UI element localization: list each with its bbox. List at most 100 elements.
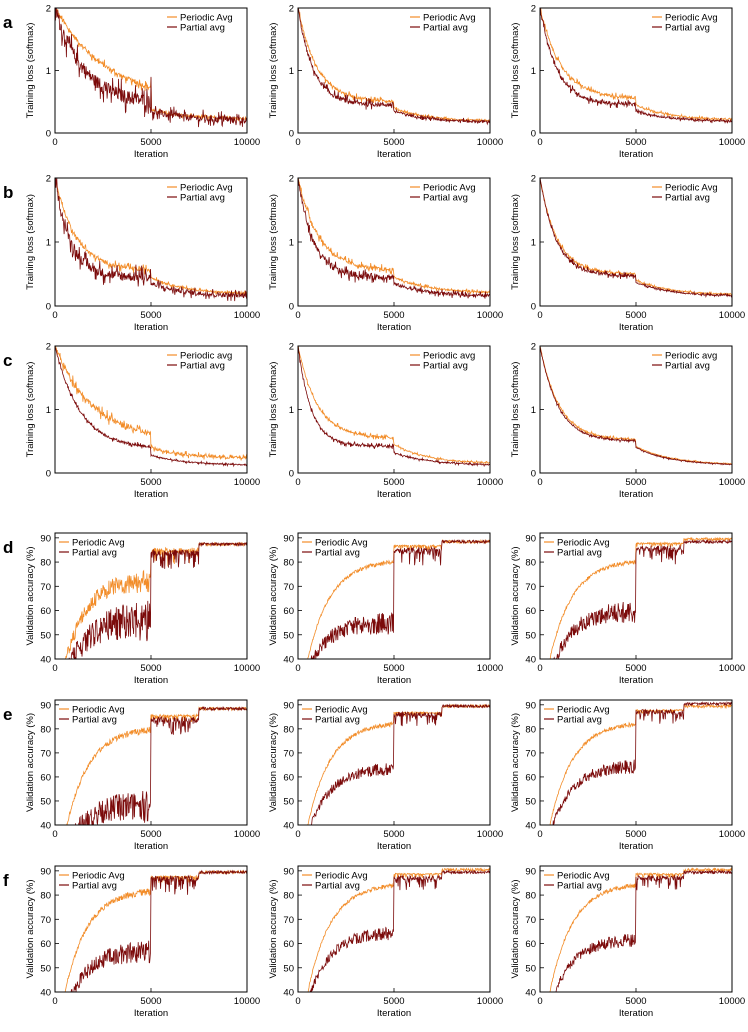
- y-tick-label: 70: [283, 915, 294, 926]
- x-tick-label: 10000: [719, 663, 745, 674]
- y-axis-title: Validation accuracy (%): [268, 546, 279, 645]
- chart-panel: 0 5000 10000 40 50 60 70 80 90 Iteration Validatio…: [510, 699, 745, 852]
- y-tick-label: 80: [283, 891, 294, 902]
- series-line: [298, 8, 490, 124]
- x-tick-label: 10000: [719, 829, 745, 840]
- series-line: [540, 346, 732, 466]
- x-tick-label: 5000: [383, 663, 404, 674]
- legend-label: Periodic Avg: [557, 705, 610, 716]
- legend-label: Periodic Avg: [665, 183, 718, 194]
- x-axis-title: Iteration: [134, 489, 168, 500]
- y-axis-title: Validation accuracy (%): [510, 713, 521, 812]
- x-axis-title: Iteration: [377, 841, 411, 852]
- series-line: [298, 178, 490, 295]
- chart-panel: 0 5000 10000 40 50 60 70 80 90 Iteration Validatio…: [3, 532, 260, 686]
- legend-label: Partial avg: [557, 548, 602, 559]
- x-tick-label: 10000: [234, 829, 260, 840]
- x-tick-label: 5000: [383, 137, 404, 148]
- x-tick-label: 0: [295, 137, 300, 148]
- y-tick-label: 80: [525, 891, 536, 902]
- x-axis-title: Iteration: [377, 1008, 411, 1019]
- y-tick-label: 50: [525, 630, 536, 641]
- y-tick-label: 40: [40, 988, 51, 999]
- legend-label: Partial avg: [557, 715, 602, 726]
- legend-label: Periodic Avg: [72, 705, 125, 716]
- y-tick-label: 40: [40, 655, 51, 666]
- y-tick-label: 70: [40, 748, 51, 759]
- x-axis-title: Iteration: [377, 675, 411, 686]
- y-tick-label: 80: [40, 558, 51, 569]
- x-tick-label: 10000: [234, 996, 260, 1007]
- series-line: [307, 538, 490, 659]
- y-tick-label: 40: [525, 988, 536, 999]
- panel-row-label: d: [3, 538, 13, 557]
- y-tick-label: 0: [531, 129, 536, 140]
- legend-label: Partial avg: [665, 193, 710, 204]
- x-tick-label: 0: [295, 829, 300, 840]
- y-tick-label: 1: [46, 238, 51, 249]
- chart-panel: 0 5000 10000 40 50 60 70 80 90 Iteration Validatio…: [268, 532, 503, 686]
- chart-panel: 0 5000 10000 0 1 2 Iteration Training loss (sof…: [268, 174, 503, 334]
- series-line: [540, 8, 732, 124]
- y-tick-label: 60: [525, 939, 536, 950]
- y-tick-label: 0: [289, 469, 294, 480]
- panel-row-label: f: [3, 871, 9, 890]
- y-tick-label: 2: [289, 174, 294, 185]
- x-tick-label: 10000: [719, 310, 745, 321]
- chart-panel: 0 5000 10000 40 50 60 70 80 90 Iteration Validatio…: [268, 699, 503, 852]
- chart-panel: 0 5000 10000 0 1 2 Iteration Training loss (sof…: [510, 342, 745, 501]
- x-tick-label: 10000: [477, 829, 503, 840]
- series-line: [66, 706, 247, 825]
- x-tick-label: 10000: [477, 996, 503, 1007]
- y-tick-label: 50: [283, 963, 294, 974]
- y-tick-label: 80: [525, 558, 536, 569]
- y-tick-label: 40: [40, 821, 51, 832]
- series-line: [310, 703, 490, 825]
- y-tick-label: 50: [40, 963, 51, 974]
- y-tick-label: 70: [525, 582, 536, 593]
- legend-label: Partial avg: [665, 23, 710, 34]
- y-tick-label: 80: [40, 891, 51, 902]
- y-tick-label: 70: [40, 582, 51, 593]
- x-axis-title: Iteration: [619, 675, 653, 686]
- x-tick-label: 0: [52, 996, 57, 1007]
- series-line: [552, 700, 732, 825]
- y-tick-label: 90: [283, 533, 294, 544]
- y-axis-title: Training loss (softmax): [268, 194, 279, 290]
- panel-row-label: e: [3, 705, 12, 724]
- y-tick-label: 1: [531, 405, 536, 416]
- series-line: [55, 346, 247, 468]
- legend-label: Partial avg: [665, 361, 710, 372]
- series-line: [70, 869, 247, 992]
- legend-label: Partial avg: [423, 23, 468, 34]
- y-tick-label: 80: [283, 558, 294, 569]
- x-tick-label: 0: [537, 477, 542, 488]
- x-tick-label: 5000: [625, 663, 646, 674]
- legend-label: Periodic Avg: [315, 871, 368, 882]
- y-tick-label: 1: [46, 66, 51, 77]
- y-tick-label: 70: [283, 748, 294, 759]
- legend-label: Periodic Avg: [180, 13, 233, 24]
- y-tick-label: 1: [289, 238, 294, 249]
- chart-panel: 0 5000 10000 0 1 2 Iteration Training loss (sof…: [510, 174, 745, 334]
- y-tick-label: 0: [289, 129, 294, 140]
- legend-label: Partial avg: [315, 715, 360, 726]
- legend-label: Periodic Avg: [72, 871, 125, 882]
- y-tick-label: 80: [283, 724, 294, 735]
- legend-label: Partial avg: [72, 548, 117, 559]
- x-axis-title: Iteration: [619, 149, 653, 160]
- y-axis-title: Training loss (softmax): [25, 194, 36, 290]
- series-line: [310, 538, 490, 659]
- y-tick-label: 90: [40, 533, 51, 544]
- y-tick-label: 80: [525, 724, 536, 735]
- x-tick-label: 10000: [719, 137, 745, 148]
- y-tick-label: 90: [525, 700, 536, 711]
- y-tick-label: 90: [283, 700, 294, 711]
- y-tick-label: 60: [283, 772, 294, 783]
- y-tick-label: 2: [46, 4, 51, 15]
- y-tick-label: 60: [40, 772, 51, 783]
- y-axis-title: Validation accuracy (%): [268, 879, 279, 978]
- x-tick-label: 5000: [383, 829, 404, 840]
- chart-panel: 0 5000 10000 40 50 60 70 80 90 Iteration Validatio…: [3, 865, 260, 1019]
